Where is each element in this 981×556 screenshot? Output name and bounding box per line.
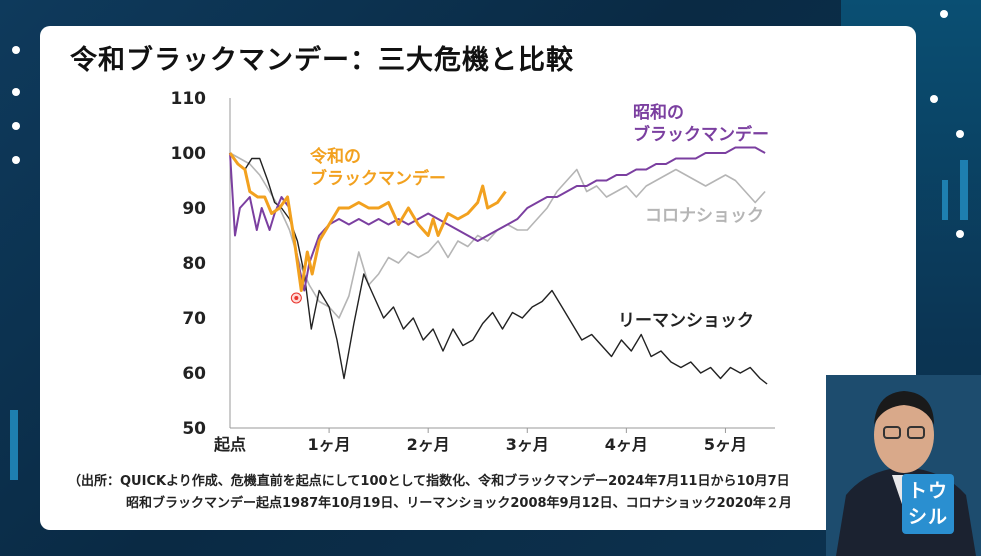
series-line-reiwa bbox=[228, 152, 507, 292]
footnote-line-1: （出所：QUICKより作成、危機直前を起点にして100として指数化、令和ブラック… bbox=[68, 474, 790, 489]
series-label: ブラックマンデー bbox=[310, 168, 446, 189]
logo-line-1: トウ bbox=[907, 480, 948, 502]
y-tick-label: 70 bbox=[182, 309, 206, 329]
decor-dot bbox=[940, 10, 948, 18]
x-tick-label: 5ヶ月 bbox=[704, 435, 747, 454]
decor-dot bbox=[956, 230, 964, 238]
decor-dot bbox=[930, 95, 938, 103]
y-tick-label: 60 bbox=[182, 364, 206, 384]
glasses-icon bbox=[883, 426, 901, 439]
decor-dot bbox=[12, 156, 20, 164]
y-tick-label: 80 bbox=[182, 254, 206, 274]
logo-line-2: シル bbox=[907, 506, 948, 528]
y-tick-label: 100 bbox=[171, 144, 207, 164]
brand-logo: トウ シル bbox=[902, 474, 954, 534]
y-tick-label: 110 bbox=[171, 89, 207, 109]
decor-dot bbox=[12, 88, 20, 96]
decor-dot bbox=[12, 46, 20, 54]
x-tick-label: 3ヶ月 bbox=[506, 435, 549, 454]
annotation-marker-inner bbox=[294, 296, 299, 300]
series-label: 昭和の bbox=[633, 103, 684, 123]
decor-bar bbox=[942, 180, 948, 220]
decor-dot bbox=[12, 122, 20, 130]
x-tick-label: 起点 bbox=[213, 435, 246, 454]
y-tick-label: 90 bbox=[182, 199, 206, 219]
series-line-lehman bbox=[229, 152, 768, 385]
slide-card: 令和ブラックマンデー：三大危機と比較 110 100 90 80 70 60 50 起点 1ヶ月… bbox=[40, 26, 916, 530]
presenter-face bbox=[874, 397, 934, 473]
decor-dot bbox=[956, 130, 964, 138]
series-label: ブラックマンデー bbox=[633, 124, 769, 145]
decor-bar bbox=[10, 410, 18, 480]
x-tick-label: 4ヶ月 bbox=[605, 435, 648, 454]
footnote-line-2: 昭和ブラックマンデー起点1987年10月19日、リーマンショック2008年9月1… bbox=[126, 496, 792, 511]
x-tick-label: 2ヶ月 bbox=[407, 435, 450, 454]
y-tick-label: 50 bbox=[182, 419, 206, 439]
series-label: 令和の bbox=[310, 146, 361, 167]
series-label: コロナショック bbox=[645, 206, 764, 226]
chart-title: 令和ブラックマンデー：三大危機と比較 bbox=[70, 45, 574, 76]
series-label: リーマンショック bbox=[618, 311, 754, 331]
x-tick-label: 1ヶ月 bbox=[308, 435, 351, 454]
presenter-hair bbox=[874, 391, 934, 425]
decor-bar bbox=[960, 160, 968, 220]
